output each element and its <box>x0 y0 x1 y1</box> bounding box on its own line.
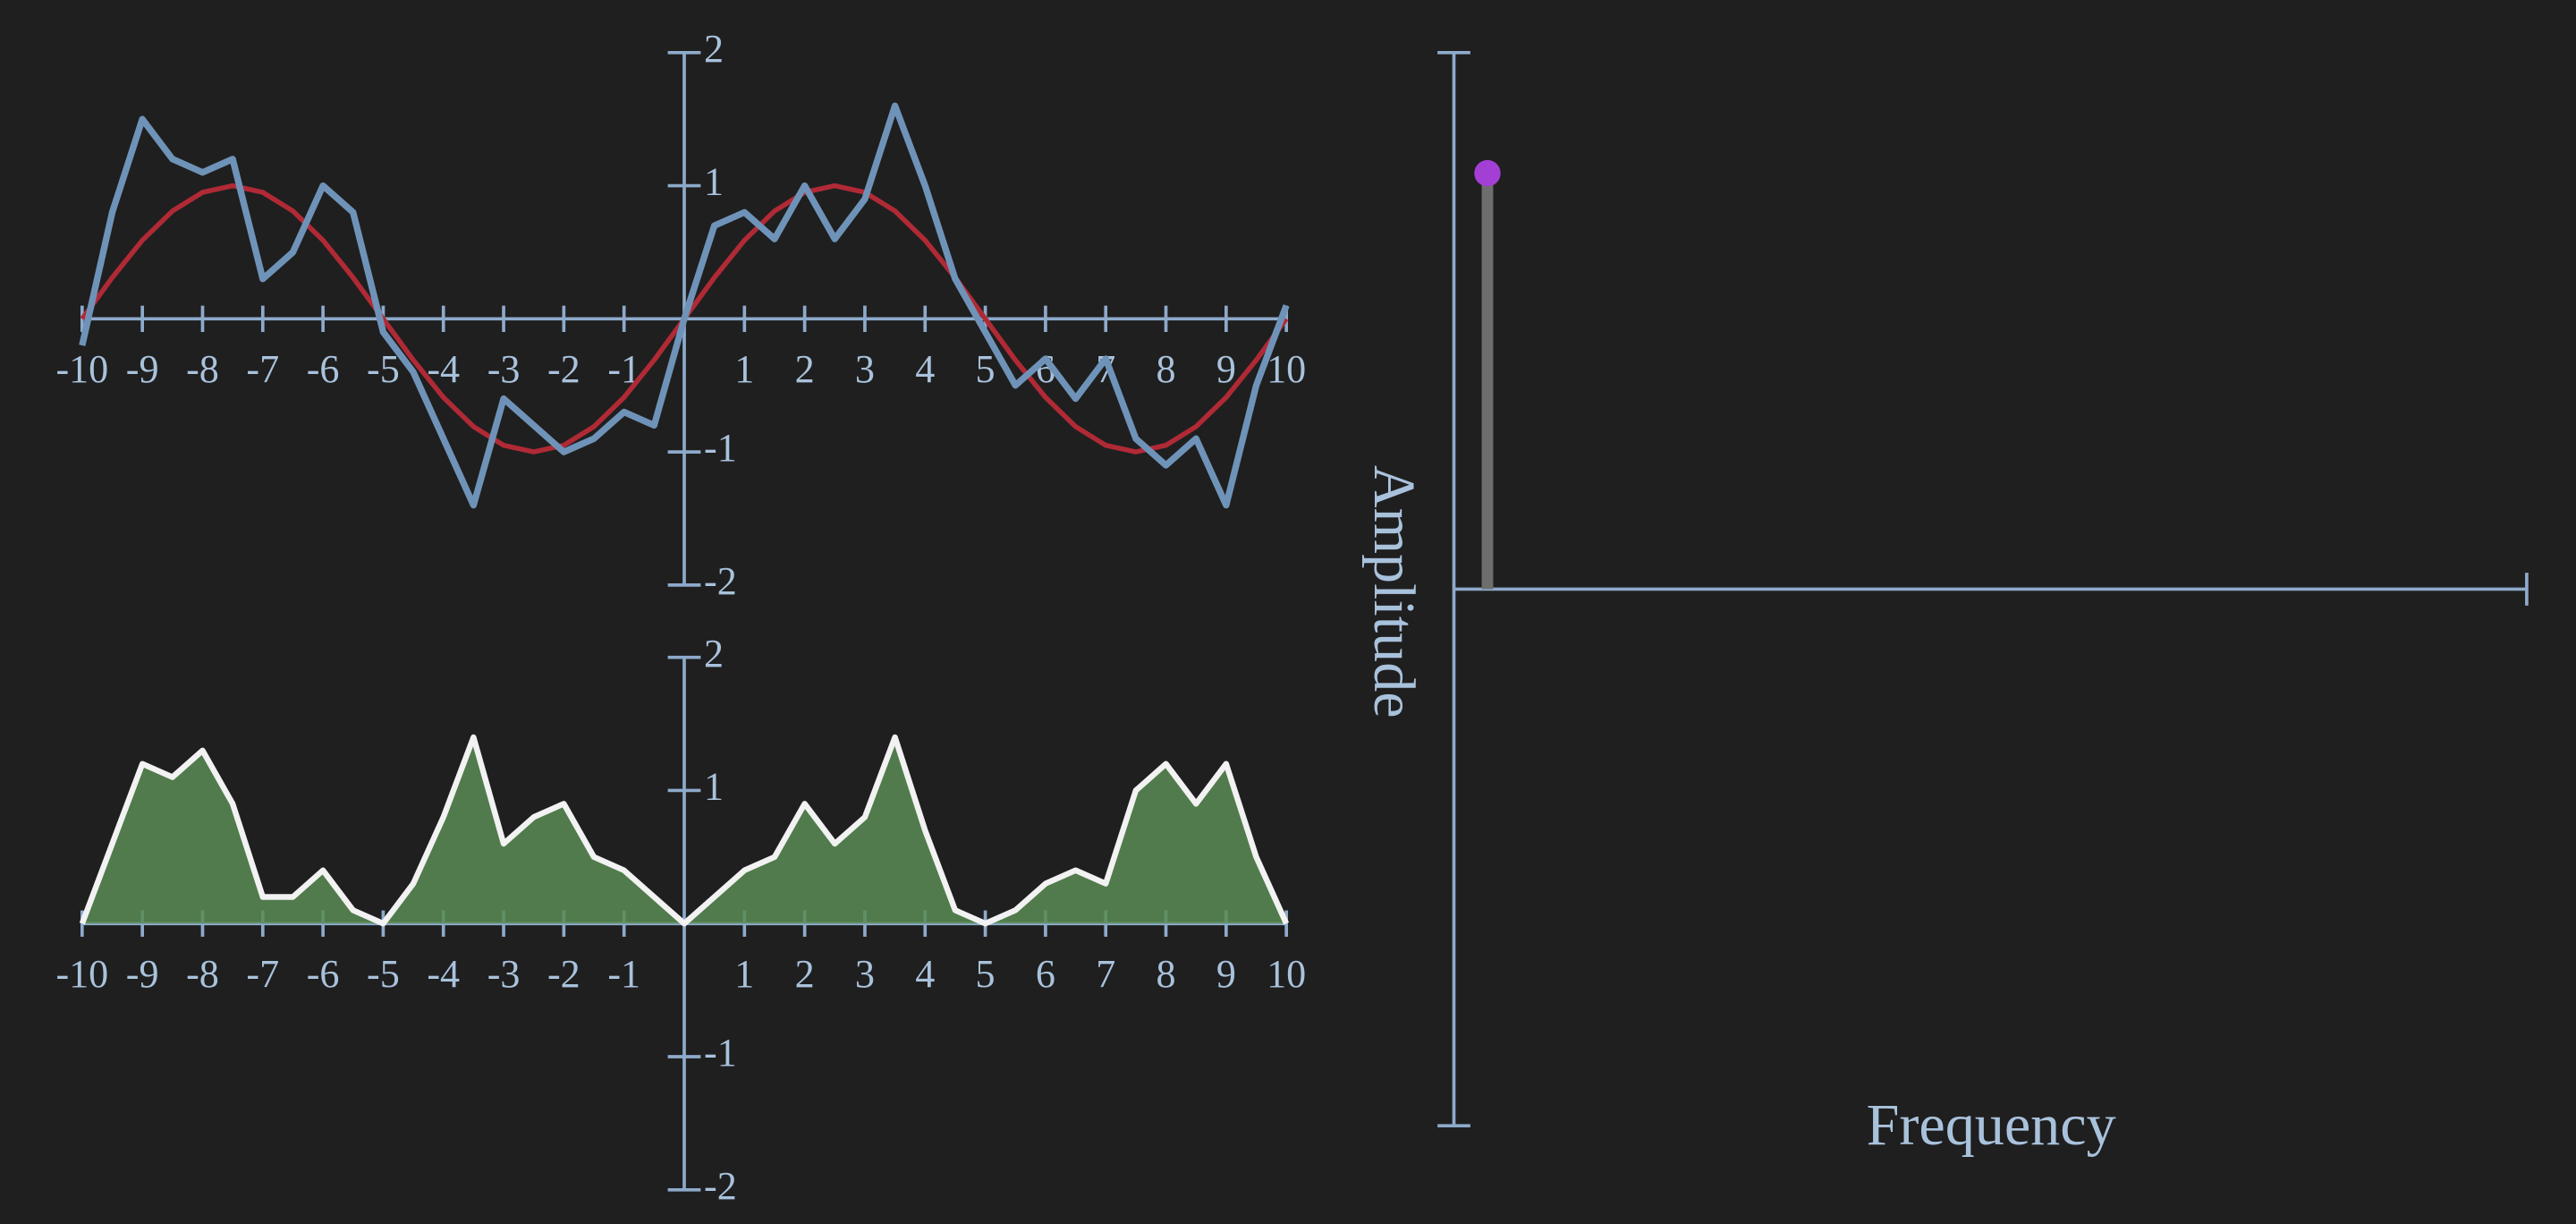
x-tick-label: -9 <box>126 347 159 391</box>
x-tick-label: 4 <box>915 952 935 996</box>
y-tick-label: 1 <box>704 765 724 809</box>
x-tick-label: -4 <box>427 952 460 996</box>
x-tick-label: -2 <box>547 347 580 391</box>
x-tick-label: 8 <box>1157 952 1176 996</box>
area-outline <box>79 734 1290 927</box>
x-tick-label: -9 <box>126 952 159 996</box>
x-tick-label: 2 <box>795 952 815 996</box>
x-tick-label: 9 <box>1216 952 1236 996</box>
y-tick-label: 2 <box>704 27 724 71</box>
stem-head <box>1474 159 1501 187</box>
x-tick-label: 7 <box>1096 952 1115 996</box>
x-tick-label: 3 <box>855 347 875 391</box>
x-tick-label: -1 <box>607 952 640 996</box>
x-tick-label: 10 <box>1267 347 1306 391</box>
x-axis-title: Frequency <box>1867 1092 2116 1158</box>
y-axis-title: Amplitude <box>1361 465 1427 718</box>
y-tick-label: 2 <box>704 632 724 676</box>
x-tick-label: 1 <box>734 347 754 391</box>
x-tick-label: -3 <box>487 347 521 391</box>
x-tick-label: 10 <box>1267 952 1306 996</box>
y-tick-label: -2 <box>704 1164 737 1208</box>
x-tick-label: -7 <box>246 952 279 996</box>
x-tick-label: 3 <box>855 952 875 996</box>
x-tick-label: -10 <box>55 952 108 996</box>
x-tick-label: 2 <box>795 347 815 391</box>
x-tick-label: -8 <box>186 347 219 391</box>
x-tick-label: -6 <box>307 347 340 391</box>
x-tick-label: 4 <box>915 347 935 391</box>
x-tick-label: 6 <box>1036 952 1055 996</box>
x-tick-label: 6 <box>1036 347 1055 391</box>
x-tick-label: -5 <box>367 952 400 996</box>
x-tick-label: 1 <box>734 952 754 996</box>
x-tick-label: -8 <box>186 952 219 996</box>
y-tick-label: 1 <box>704 160 724 204</box>
x-tick-label: -10 <box>55 347 108 391</box>
x-tick-label: 9 <box>1216 347 1236 391</box>
x-tick-label: -5 <box>367 347 400 391</box>
line-series <box>79 102 1290 509</box>
y-tick-label: -1 <box>704 426 737 470</box>
y-tick-label: -2 <box>704 559 737 603</box>
x-tick-label: -2 <box>547 952 580 996</box>
x-tick-label: -3 <box>487 952 521 996</box>
x-tick-label: -7 <box>246 347 279 391</box>
x-tick-label: -6 <box>307 952 340 996</box>
stem <box>1481 173 1494 590</box>
x-tick-label: 8 <box>1157 347 1176 391</box>
x-tick-label: 5 <box>976 347 996 391</box>
y-tick-label: -1 <box>704 1031 737 1075</box>
x-tick-label: 5 <box>976 952 996 996</box>
